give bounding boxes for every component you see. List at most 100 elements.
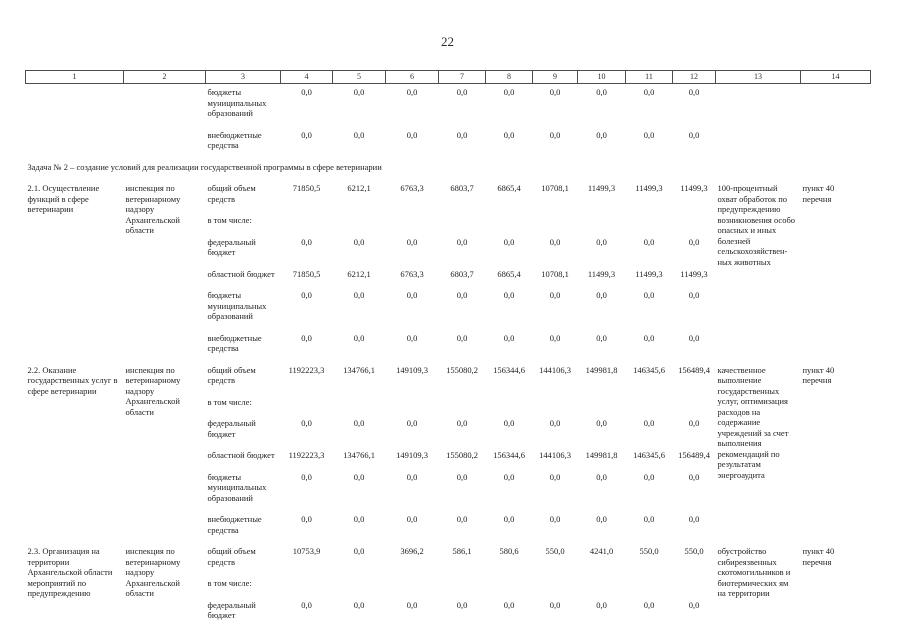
amount-cell: 0,0	[549, 332, 561, 343]
amount-cell: 0,0	[643, 236, 655, 247]
amount-cell: 0,0	[503, 332, 515, 343]
amount-cell: 580,6	[499, 546, 519, 556]
amount-cell: 0,0	[406, 290, 418, 300]
table-row: областной бюджет 1192223,3 134766,1 149109,…	[26, 447, 871, 469]
amount-cell: 0,0	[353, 471, 365, 482]
amount-cell: 0,0	[688, 514, 700, 524]
amount-cell: 0,0	[353, 514, 365, 524]
table-row: внебюджетные средства 0,0 0,0 0,0 0,0 0,0 0,0 0…	[26, 127, 871, 159]
amount-cell: 0,0	[596, 236, 607, 247]
amount-cell: 0,0	[596, 129, 607, 140]
section-basis-reference: пункт 40 перечня	[802, 364, 835, 386]
amount-cell: 11499,3	[587, 268, 616, 279]
amount-cell: 134766,1	[343, 450, 375, 460]
amount-cell: 71850,5	[292, 268, 321, 279]
amount-cell: 586,1	[452, 546, 472, 556]
budget-type-label: внебюджетные средства	[207, 129, 262, 151]
empty-cell	[801, 84, 871, 127]
program-budget-table: 1 2 3 4 5 6 7 8 9 10 11 12 13 14 бюджеты муниципальны…	[25, 70, 871, 629]
amount-cell: 550,0	[545, 546, 565, 556]
amount-cell: 0,0	[456, 599, 468, 610]
budget-type-label: в том числе:	[207, 578, 252, 588]
budget-type-label: в том числе:	[207, 396, 252, 407]
amount-cell: 0,0	[549, 87, 561, 97]
column-number-header: 13	[715, 70, 801, 84]
amount-cell	[486, 575, 533, 597]
amount-cell	[533, 575, 578, 597]
amount-cell: 11499,3	[680, 268, 708, 279]
amount-cell: 0,0	[549, 290, 561, 300]
column-number-header: 11	[625, 70, 673, 84]
budget-type-label: общий объем средств	[207, 364, 256, 386]
amount-cell: 0,0	[301, 332, 312, 343]
amount-cell	[673, 575, 716, 597]
amount-cell: 0,0	[688, 290, 700, 300]
column-number-header: 8	[485, 70, 533, 84]
amount-cell: 149109,3	[396, 364, 428, 375]
amount-cell: 0,0	[503, 87, 515, 97]
amount-cell: 0,0	[643, 129, 655, 140]
amount-cell: 0,0	[456, 129, 468, 140]
empty-cell	[801, 127, 871, 159]
section-expected-result: обустройство сибиреязвенных скотомогильн…	[717, 546, 791, 598]
amount-cell: 0,0	[406, 129, 418, 140]
amount-cell	[486, 212, 533, 234]
amount-cell: 0,0	[503, 514, 515, 524]
section-title: 2.1. Осуществление функций в сфере ветер…	[27, 183, 100, 214]
amount-cell: 4241,0	[589, 546, 614, 556]
table-row: 2.3. Организация на территории Архангель…	[26, 543, 871, 598]
amount-cell	[578, 212, 626, 234]
amount-cell	[578, 575, 626, 597]
amount-cell: 0,0	[406, 514, 418, 524]
amount-cell: 11499,3	[587, 183, 616, 193]
amount-cell: 0,0	[643, 514, 655, 524]
empty-cell	[26, 127, 124, 159]
amount-cell	[386, 212, 439, 234]
amount-cell: 1192223,3	[288, 450, 325, 460]
empty-cell	[26, 84, 124, 127]
amount-cell: 6763,3	[400, 183, 424, 193]
amount-cell: 0,0	[301, 87, 312, 97]
amount-cell: 71850,5	[292, 183, 321, 193]
amount-cell: 155080,2	[446, 364, 478, 375]
amount-cell: 149981,8	[585, 450, 618, 460]
amount-cell: 6212,1	[347, 268, 371, 279]
section-executor: инспекция по ветеринарному надзору Архан…	[125, 183, 181, 235]
amount-cell	[333, 212, 386, 234]
amount-cell: 0,0	[549, 514, 561, 524]
column-number-header: 5	[332, 70, 386, 84]
budget-type-label: областной бюджет	[207, 450, 275, 460]
empty-cell	[716, 84, 801, 127]
amount-cell	[533, 394, 578, 416]
column-number-header: 4	[280, 70, 333, 84]
amount-cell: 0,0	[688, 129, 700, 140]
budget-type-label: федеральный бюджет	[207, 418, 256, 439]
amount-cell: 0,0	[688, 471, 700, 482]
column-number-header: 1	[25, 70, 124, 84]
amount-cell: 156489,4	[678, 450, 710, 460]
table-row: в том числе:	[26, 575, 871, 597]
table-row: 2.2. Оказание государственных услуг в сф…	[26, 362, 871, 480]
table-row: федеральный бюджет 0,0 0,0 0,0 0,0 0,0 0,0 0,0 0…	[26, 415, 871, 447]
amount-cell: 0,0	[301, 599, 312, 610]
amount-cell	[281, 212, 333, 234]
amount-cell: 0,0	[643, 87, 655, 97]
section-expected-result: качественное выполнение государственных …	[717, 364, 789, 480]
amount-cell	[439, 394, 486, 416]
column-number-header: 2	[123, 70, 206, 84]
table-row: бюджеты муниципальных образований 0,0 0,0 0…	[26, 84, 871, 127]
section-executor: инспекция по ветеринарному надзору Архан…	[125, 546, 181, 598]
amount-cell: 6865,4	[497, 268, 521, 279]
amount-cell: 0,0	[503, 418, 515, 428]
amount-cell: 0,0	[456, 514, 468, 524]
amount-cell: 0,0	[643, 418, 655, 428]
empty-cell	[124, 127, 206, 159]
amount-cell: 0,0	[596, 471, 607, 482]
amount-cell: 146345,6	[633, 450, 665, 460]
amount-cell: 0,0	[688, 87, 700, 97]
table-row: бюджеты муниципальных образований 0,0 0,0 0…	[26, 469, 871, 512]
amount-cell: 10708,1	[541, 268, 569, 279]
task-heading: Задача № 2 – создание условий для реализ…	[27, 161, 382, 172]
amount-cell: 0,0	[549, 418, 561, 428]
